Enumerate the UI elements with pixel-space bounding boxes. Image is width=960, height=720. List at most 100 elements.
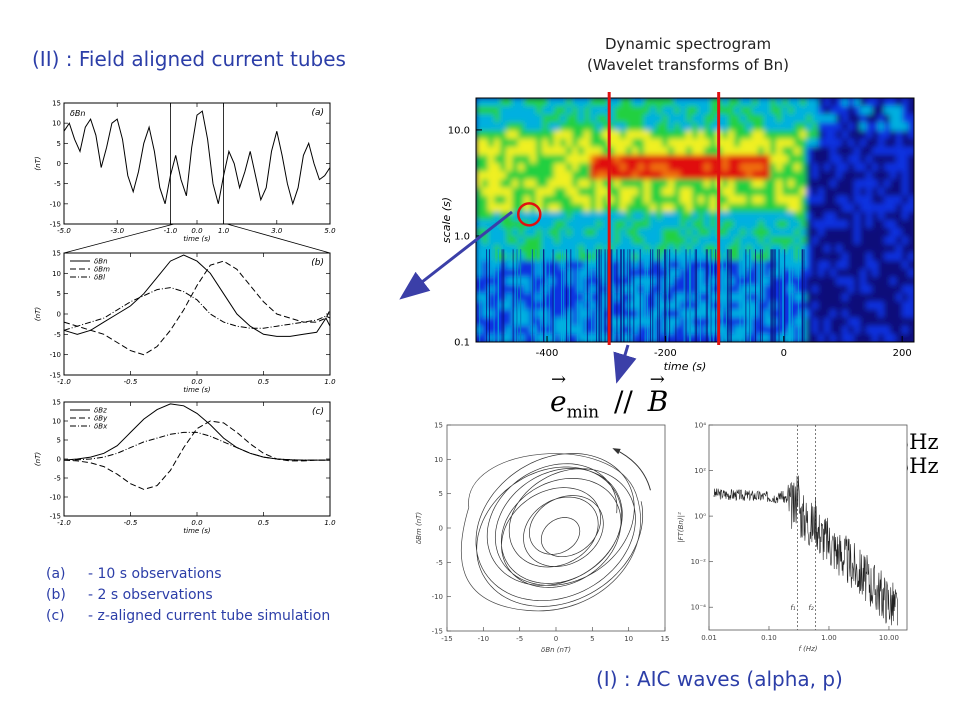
- heatmap-cell: [770, 138, 777, 148]
- heatmap-cell: [758, 244, 765, 254]
- heatmap-cell: [596, 122, 603, 132]
- heatmap-cell: [758, 106, 765, 116]
- heatmap-cell: [830, 179, 837, 189]
- heatmap-cell: [908, 163, 914, 173]
- heatmap-cell: [848, 171, 855, 181]
- heatmap-cell: [566, 122, 573, 132]
- heatmap-cell: [722, 244, 729, 254]
- heatmap-cell: [572, 301, 579, 311]
- heatmap-cell: [494, 211, 501, 221]
- heatmap-cell: [734, 268, 741, 278]
- x-tick-label: -1.0: [164, 227, 178, 235]
- heatmap-cell: [500, 122, 507, 132]
- heatmap-cell: [668, 333, 675, 342]
- heatmap-cell: [794, 220, 801, 230]
- heatmap-cell: [638, 285, 645, 295]
- heatmap-cell: [746, 171, 753, 181]
- heatmap-cell: [692, 236, 699, 246]
- heatmap-cell: [800, 114, 807, 124]
- heatmap-cell: [620, 138, 627, 148]
- heatmap-cell: [668, 220, 675, 230]
- heatmap-cell: [488, 252, 495, 262]
- heatmap-cell: [860, 268, 867, 278]
- heatmap-cell: [674, 146, 681, 156]
- heatmap-cell: [818, 228, 825, 238]
- heatmap-cell: [824, 260, 831, 270]
- heatmap-cell: [584, 171, 591, 181]
- heatmap-cell: [794, 138, 801, 148]
- heatmap-cell: [596, 130, 603, 140]
- heatmap-cell: [776, 195, 783, 205]
- heatmap-cell: [830, 122, 837, 132]
- heatmap-cell: [740, 130, 747, 140]
- heatmap-cell: [824, 301, 831, 311]
- heatmap-cell: [548, 179, 555, 189]
- heatmap-cell: [650, 146, 657, 156]
- heatmap-cell: [860, 130, 867, 140]
- heatmap-cell: [566, 146, 573, 156]
- heatmap-cell: [896, 187, 903, 197]
- heatmap-cell: [722, 293, 729, 303]
- heatmap-cell: [848, 203, 855, 213]
- heatmap-cell: [890, 130, 897, 140]
- heatmap-cell: [794, 179, 801, 189]
- heatmap-cell: [638, 138, 645, 148]
- heatmap-cell: [758, 309, 765, 319]
- heatmap-cell: [854, 195, 861, 205]
- heatmap-cell: [488, 203, 495, 213]
- heatmap-cell: [656, 106, 663, 116]
- heatmap-cell: [788, 236, 795, 246]
- heatmap-cell: [872, 171, 879, 181]
- heatmap-cell: [668, 268, 675, 278]
- series-line: [63, 420, 330, 490]
- heatmap-cell: [812, 268, 819, 278]
- heatmap-cell: [896, 293, 903, 303]
- heatmap-cell: [770, 268, 777, 278]
- heatmap-cell: [794, 114, 801, 124]
- heatmap-cell: [626, 187, 633, 197]
- heatmap-cell: [764, 293, 771, 303]
- heatmap-cell: [656, 195, 663, 205]
- heatmap-cell: [746, 179, 753, 189]
- heatmap-cell: [518, 333, 525, 342]
- heatmap-cell: [614, 114, 621, 124]
- heatmap-cell: [572, 211, 579, 221]
- heatmap-cell: [734, 260, 741, 270]
- heatmap-cell: [902, 317, 909, 327]
- heatmap-cell: [812, 114, 819, 124]
- heatmap-cell: [536, 309, 543, 319]
- heatmap-cell: [710, 171, 717, 181]
- heatmap-cell: [704, 138, 711, 148]
- heatmap-cell: [566, 171, 573, 181]
- heatmap-cell: [614, 260, 621, 270]
- spectrogram-title: Dynamic spectrogram (Wavelet transforms …: [518, 34, 858, 76]
- heatmap-cell: [542, 154, 549, 164]
- heatmap-cell: [836, 203, 843, 213]
- heatmap-cell: [830, 146, 837, 156]
- heatmap-cell: [524, 163, 531, 173]
- heatmap-cell: [758, 187, 765, 197]
- heatmap-cell: [674, 211, 681, 221]
- heatmap-cell: [488, 179, 495, 189]
- heatmap-cell: [854, 228, 861, 238]
- heatmap-cell: [740, 301, 747, 311]
- heatmap-cell: [800, 252, 807, 262]
- heatmap-cell: [758, 228, 765, 238]
- y-tick-label: 5: [57, 290, 61, 298]
- heatmap-cell: [734, 333, 741, 342]
- heatmap-cell: [698, 220, 705, 230]
- heatmap-cell: [830, 325, 837, 335]
- heatmap-cell: [554, 154, 561, 164]
- heatmap-cell: [848, 244, 855, 254]
- heatmap-cell: [806, 236, 813, 246]
- heatmap-cell: [902, 138, 909, 148]
- heatmap-cell: [878, 252, 885, 262]
- heatmap-cell: [884, 203, 891, 213]
- heatmap-cell: [812, 228, 819, 238]
- heatmap-cell: [746, 236, 753, 246]
- heatmap-cell: [812, 252, 819, 262]
- heatmap-cell: [698, 317, 705, 327]
- heatmap-cell: [722, 154, 729, 164]
- series-line: [63, 260, 331, 356]
- heatmap-cell: [770, 154, 777, 164]
